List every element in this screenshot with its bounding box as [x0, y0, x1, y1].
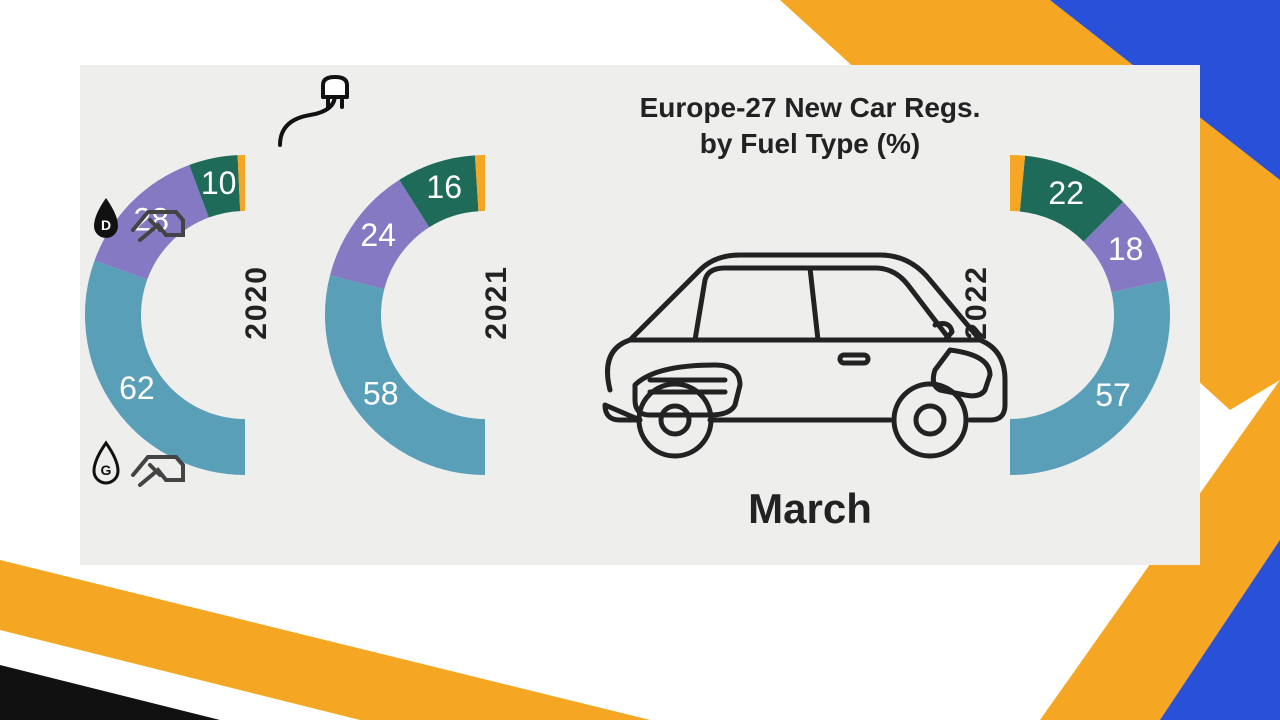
- svg-text:D: D: [101, 217, 111, 233]
- svg-text:G: G: [101, 462, 112, 478]
- svg-text:62: 62: [119, 370, 155, 406]
- svg-text:57: 57: [1095, 377, 1131, 413]
- gasoline-icon: G: [88, 435, 198, 493]
- diesel-icon: D: [88, 190, 198, 248]
- infographic-panel: 622810 2020 582416 2021 571822 2022 Euro…: [80, 65, 1200, 565]
- svg-text:22: 22: [1048, 175, 1084, 211]
- month-label: March: [600, 485, 1020, 533]
- title-line-1: Europe-27 New Car Regs.: [600, 90, 1020, 126]
- car-icon: [580, 210, 1020, 470]
- svg-text:18: 18: [1108, 231, 1144, 267]
- title-line-2: by Fuel Type (%): [600, 126, 1020, 162]
- year-label-2021: 2021: [480, 265, 514, 340]
- svg-text:58: 58: [363, 375, 399, 411]
- svg-text:16: 16: [426, 169, 462, 205]
- svg-text:10: 10: [201, 165, 237, 201]
- electric-plug-icon: [265, 75, 385, 155]
- svg-text:24: 24: [360, 217, 396, 253]
- chart-title: Europe-27 New Car Regs. by Fuel Type (%): [600, 90, 1020, 163]
